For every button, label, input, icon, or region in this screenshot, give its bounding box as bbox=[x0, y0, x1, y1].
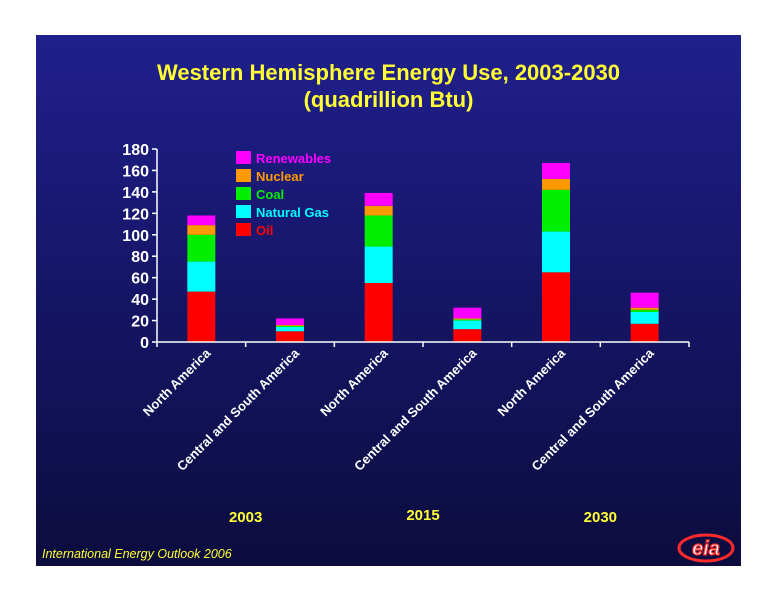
bar-segment-renewables-4 bbox=[542, 162, 570, 180]
y-tick-label: 120 bbox=[122, 206, 149, 223]
bar-segment-natural-gas-5 bbox=[630, 311, 659, 324]
bar-segment-nuclear-0 bbox=[187, 225, 216, 235]
stacked-bar-chart: 0 20 40 60 80 100 120 140 160 180 North AmericaCe… bbox=[122, 142, 690, 526]
bar-segment-nuclear-4 bbox=[542, 179, 570, 190]
group-label-2015: 2015 bbox=[406, 507, 439, 524]
bar-segment-renewables-0 bbox=[187, 215, 216, 226]
bar-segment-coal-5 bbox=[630, 309, 659, 312]
bar-segment-coal-1 bbox=[276, 325, 304, 327]
bar-segment-oil-5 bbox=[630, 323, 659, 342]
bar-segment-natural-gas-3 bbox=[453, 320, 482, 330]
bar-segment-natural-gas-0 bbox=[187, 261, 216, 292]
bar-segment-oil-3 bbox=[453, 329, 482, 342]
bar-segment-oil-0 bbox=[187, 291, 216, 342]
legend-swatch-natural-gas bbox=[236, 205, 251, 218]
legend-label-natural-gas: Natural Gas bbox=[256, 205, 329, 220]
legend-swatch-coal bbox=[236, 187, 251, 200]
chart-subtitle: (quadrillion Btu) bbox=[303, 87, 474, 112]
legend-swatch-oil bbox=[236, 223, 251, 236]
legend-label-oil: Oil bbox=[256, 223, 273, 238]
bar-segment-oil-2 bbox=[364, 283, 393, 342]
bar-segment-coal-3 bbox=[453, 319, 482, 321]
slide-background: Western Hemisphere Energy Use, 2003-2030… bbox=[36, 35, 741, 566]
eia-logo: eia bbox=[677, 533, 735, 563]
group-label-2003: 2003 bbox=[229, 509, 262, 526]
legend-label-nuclear: Nuclear bbox=[256, 169, 304, 184]
legend-swatch-nuclear bbox=[236, 169, 251, 182]
bar-segment-renewables-5 bbox=[630, 292, 659, 308]
y-tick-label: 60 bbox=[131, 271, 149, 288]
y-tick-label: 20 bbox=[131, 314, 149, 331]
bars-layer bbox=[187, 162, 659, 342]
category-label: North America bbox=[140, 345, 214, 419]
legend: Renewables Nuclear Coal Natural Gas Oil bbox=[236, 151, 331, 238]
y-tick-label: 80 bbox=[131, 249, 149, 266]
chart-title: Western Hemisphere Energy Use, 2003-2030… bbox=[36, 59, 741, 113]
bar-segment-nuclear-3 bbox=[453, 318, 482, 320]
legend-label-coal: Coal bbox=[256, 187, 284, 202]
group-label-2030: 2030 bbox=[584, 509, 617, 526]
bar-segment-natural-gas-1 bbox=[276, 326, 304, 332]
bar-segment-renewables-3 bbox=[453, 307, 482, 319]
bar-segment-coal-4 bbox=[542, 189, 570, 232]
tick-labels-layer: 0 20 40 60 80 100 120 140 160 180 bbox=[122, 142, 690, 352]
bar-segment-nuclear-2 bbox=[364, 205, 393, 216]
category-label: North America bbox=[495, 345, 569, 419]
bar-segment-natural-gas-2 bbox=[364, 246, 393, 284]
source-note: International Energy Outlook 2006 bbox=[42, 547, 232, 561]
category-label: North America bbox=[317, 345, 391, 419]
bar-segment-renewables-1 bbox=[276, 318, 304, 325]
bar-segment-oil-1 bbox=[276, 331, 304, 342]
y-tick-label: 100 bbox=[122, 228, 149, 245]
y-tick-label: 40 bbox=[131, 292, 149, 309]
bar-segment-oil-4 bbox=[542, 272, 570, 342]
bar-segment-nuclear-1 bbox=[276, 324, 304, 326]
y-tick-label: 160 bbox=[122, 163, 149, 180]
bar-segment-renewables-2 bbox=[364, 192, 393, 206]
y-tick-label: 180 bbox=[122, 142, 149, 159]
chart-title-line1: Western Hemisphere Energy Use, 2003-2030 bbox=[156, 60, 621, 85]
legend-label-renewables: Renewables bbox=[256, 151, 331, 166]
bar-segment-natural-gas-4 bbox=[542, 231, 570, 273]
y-tick-label: 0 bbox=[140, 335, 149, 352]
bar-segment-nuclear-5 bbox=[630, 307, 659, 310]
bar-segment-coal-2 bbox=[364, 215, 393, 247]
legend-swatch-renewables bbox=[236, 151, 251, 164]
eia-logo-text: eia bbox=[692, 538, 720, 560]
bar-segment-coal-0 bbox=[187, 234, 216, 262]
group-labels-layer: 2003 2015 2030 bbox=[229, 507, 617, 526]
y-tick-label: 140 bbox=[122, 185, 149, 202]
